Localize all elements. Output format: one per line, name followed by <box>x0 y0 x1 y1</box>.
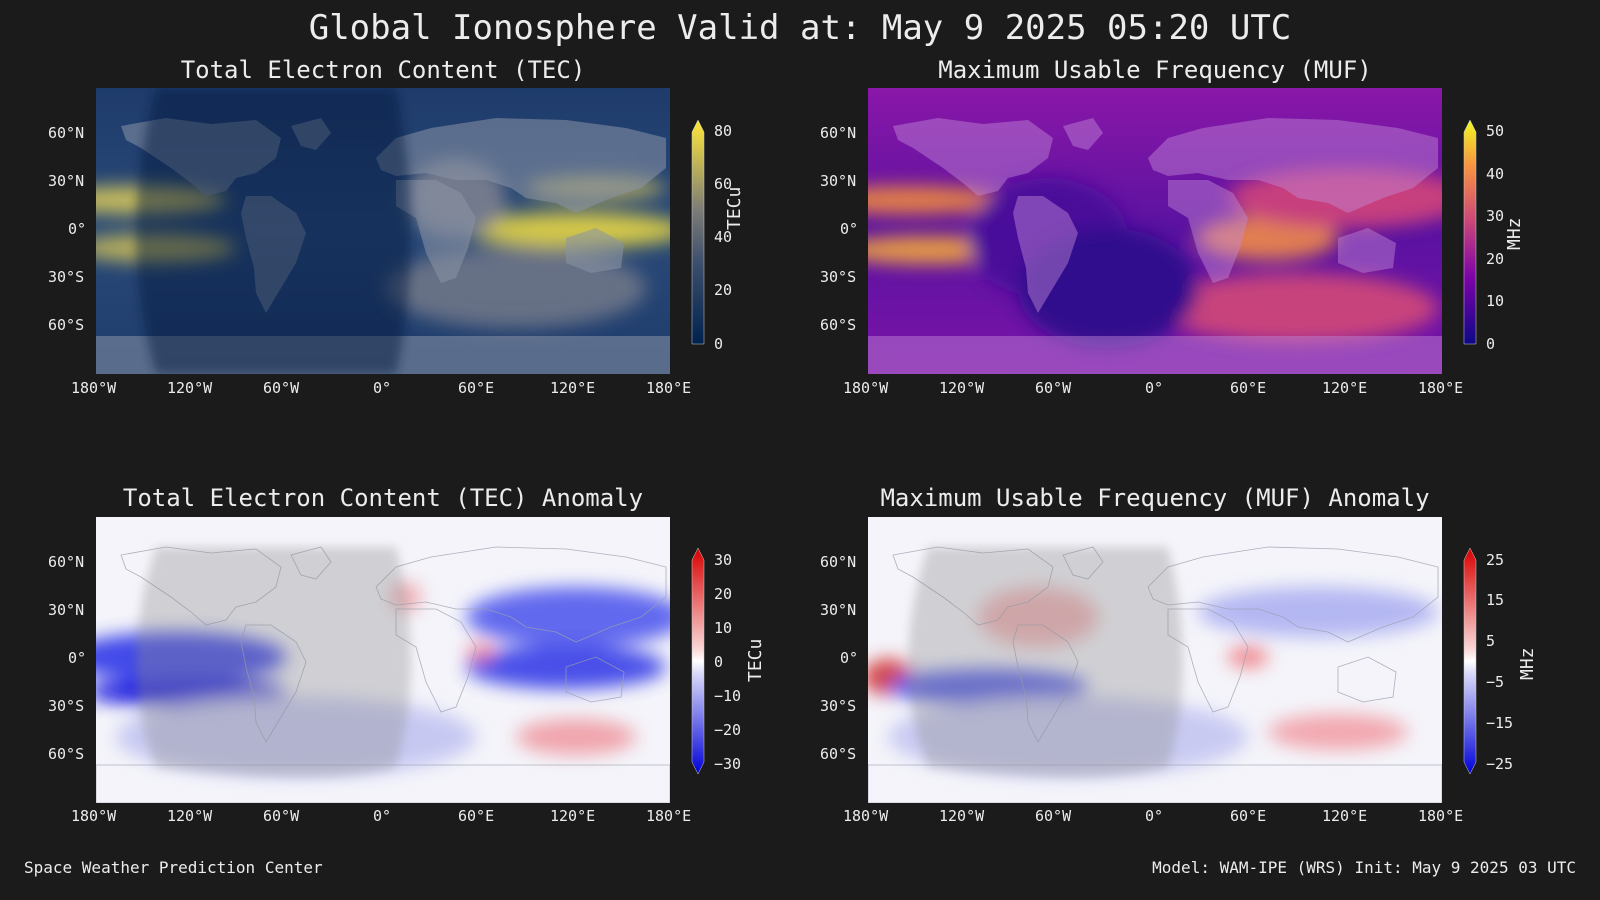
tec-lat-tick: 0° <box>68 220 87 238</box>
tec-colorbar-tick: 40 <box>714 228 733 246</box>
tec-anomaly-lon-tick: 120°W <box>167 807 213 825</box>
muf-anomaly-lon-tick: 120°W <box>939 807 985 825</box>
muf-anomaly-lat-tick: 60°N <box>820 553 857 571</box>
muf-lat-tick: 60°N <box>820 124 857 142</box>
tec-anomaly-lat-tick: 30°S <box>48 697 85 715</box>
muf-anomaly-colorbar-tick: 15 <box>1486 591 1505 609</box>
tec-anomaly-lat-tick: 60°S <box>48 745 85 763</box>
muf-panel-title: Maximum Usable Frequency (MUF) <box>938 56 1372 84</box>
tec-anomaly-colorbar-unit: TECu <box>745 638 766 682</box>
main-title: Global Ionosphere Valid at: May 9 2025 0… <box>308 8 1292 48</box>
tec-colorbar-tick: 0 <box>714 335 724 353</box>
muf-anomaly-panel-title: Maximum Usable Frequency (MUF) Anomaly <box>880 484 1430 512</box>
muf-lat-tick: 30°S <box>820 268 857 286</box>
muf-map <box>868 88 1442 374</box>
tec-lon-tick: 0° <box>373 379 392 397</box>
muf-colorbar <box>1463 120 1477 345</box>
muf-anomaly-lon-tick: 60°W <box>1035 807 1072 825</box>
muf-anomaly-lat-tick: 30°N <box>820 601 857 619</box>
muf-anomaly-lat-tick: 60°S <box>820 745 857 763</box>
tec-anomaly-colorbar-tick: 10 <box>714 619 733 637</box>
tec-anomaly-lon-tick: 0° <box>373 807 392 825</box>
muf-anomaly-colorbar-unit: MHz <box>1517 647 1538 680</box>
tec-anomaly-colorbar <box>691 548 705 774</box>
muf-anomaly-lon-tick: 180°W <box>843 807 889 825</box>
tec-lat-tick: 30°S <box>48 268 85 286</box>
muf-lon-tick: 60°E <box>1230 379 1267 397</box>
tec-anomaly-lat-tick: 0° <box>68 649 87 667</box>
tec-map <box>96 88 670 374</box>
muf-colorbar-tick: 20 <box>1486 250 1505 268</box>
tec-panel-title: Total Electron Content (TEC) <box>180 56 586 84</box>
muf-lon-tick: 180°W <box>843 379 889 397</box>
footer-model-info: Model: WAM-IPE (WRS) Init: May 9 2025 03… <box>1152 858 1576 877</box>
tec-lat-tick: 60°S <box>48 316 85 334</box>
tec-colorbar-tick: 80 <box>714 122 733 140</box>
muf-colorbar-unit: MHz <box>1504 217 1525 250</box>
muf-anomaly-lon-tick: 60°E <box>1230 807 1267 825</box>
tec-lon-tick: 60°E <box>458 379 495 397</box>
muf-anomaly-lat-tick: 30°S <box>820 697 857 715</box>
tec-colorbar-unit: TECu <box>724 186 745 230</box>
muf-lon-tick: 120°W <box>939 379 985 397</box>
tec-anomaly-map <box>96 517 670 803</box>
muf-anomaly-lon-tick: 120°E <box>1322 807 1368 825</box>
muf-anomaly-map <box>868 517 1442 803</box>
muf-anomaly-colorbar <box>1463 548 1477 774</box>
muf-lat-tick: 30°N <box>820 172 857 190</box>
muf-lat-tick: 60°S <box>820 316 857 334</box>
tec-anomaly-lat-tick: 60°N <box>48 553 85 571</box>
muf-anomaly-colorbar-tick: −5 <box>1486 673 1505 691</box>
tec-anomaly-colorbar-tick: 0 <box>714 653 724 671</box>
tec-colorbar <box>691 120 705 345</box>
muf-anomaly-lon-tick: 0° <box>1145 807 1164 825</box>
tec-anomaly-colorbar-tick: −30 <box>714 755 742 773</box>
tec-colorbar-tick: 20 <box>714 281 733 299</box>
tec-anomaly-lon-tick: 180°W <box>71 807 117 825</box>
muf-lon-tick: 120°E <box>1322 379 1368 397</box>
tec-lon-tick: 180°W <box>71 379 117 397</box>
muf-colorbar-tick: 50 <box>1486 122 1505 140</box>
muf-anomaly-lat-tick: 0° <box>840 649 859 667</box>
muf-anomaly-colorbar-tick: −15 <box>1486 714 1514 732</box>
tec-lon-tick: 120°E <box>550 379 596 397</box>
tec-lon-tick: 60°W <box>263 379 300 397</box>
tec-anomaly-lon-tick: 60°E <box>458 807 495 825</box>
tec-colorbar-tick: 60 <box>714 175 733 193</box>
tec-anomaly-colorbar-tick: 30 <box>714 551 733 569</box>
tec-anomaly-lon-tick: 180°E <box>646 807 692 825</box>
muf-lat-tick: 0° <box>840 220 859 238</box>
tec-lon-tick: 120°W <box>167 379 213 397</box>
tec-anomaly-lon-tick: 60°W <box>263 807 300 825</box>
tec-lat-tick: 60°N <box>48 124 85 142</box>
muf-anomaly-colorbar-tick: 25 <box>1486 551 1505 569</box>
footer-source: Space Weather Prediction Center <box>24 858 323 877</box>
muf-colorbar-tick: 40 <box>1486 165 1505 183</box>
muf-colorbar-tick: 30 <box>1486 207 1505 225</box>
muf-anomaly-colorbar-tick: −25 <box>1486 755 1514 773</box>
tec-anomaly-colorbar-tick: −10 <box>714 687 742 705</box>
tec-lat-tick: 30°N <box>48 172 85 190</box>
tec-anomaly-colorbar-tick: −20 <box>714 721 742 739</box>
tec-anomaly-panel-title: Total Electron Content (TEC) Anomaly <box>122 484 644 512</box>
tec-anomaly-lon-tick: 120°E <box>550 807 596 825</box>
tec-anomaly-colorbar-tick: 20 <box>714 585 733 603</box>
muf-anomaly-lon-tick: 180°E <box>1418 807 1464 825</box>
muf-colorbar-tick: 0 <box>1486 335 1496 353</box>
muf-colorbar-tick: 10 <box>1486 292 1505 310</box>
tec-anomaly-lat-tick: 30°N <box>48 601 85 619</box>
muf-lon-tick: 0° <box>1145 379 1164 397</box>
muf-lon-tick: 60°W <box>1035 379 1072 397</box>
muf-anomaly-colorbar-tick: 5 <box>1486 632 1496 650</box>
tec-lon-tick: 180°E <box>646 379 692 397</box>
muf-lon-tick: 180°E <box>1418 379 1464 397</box>
